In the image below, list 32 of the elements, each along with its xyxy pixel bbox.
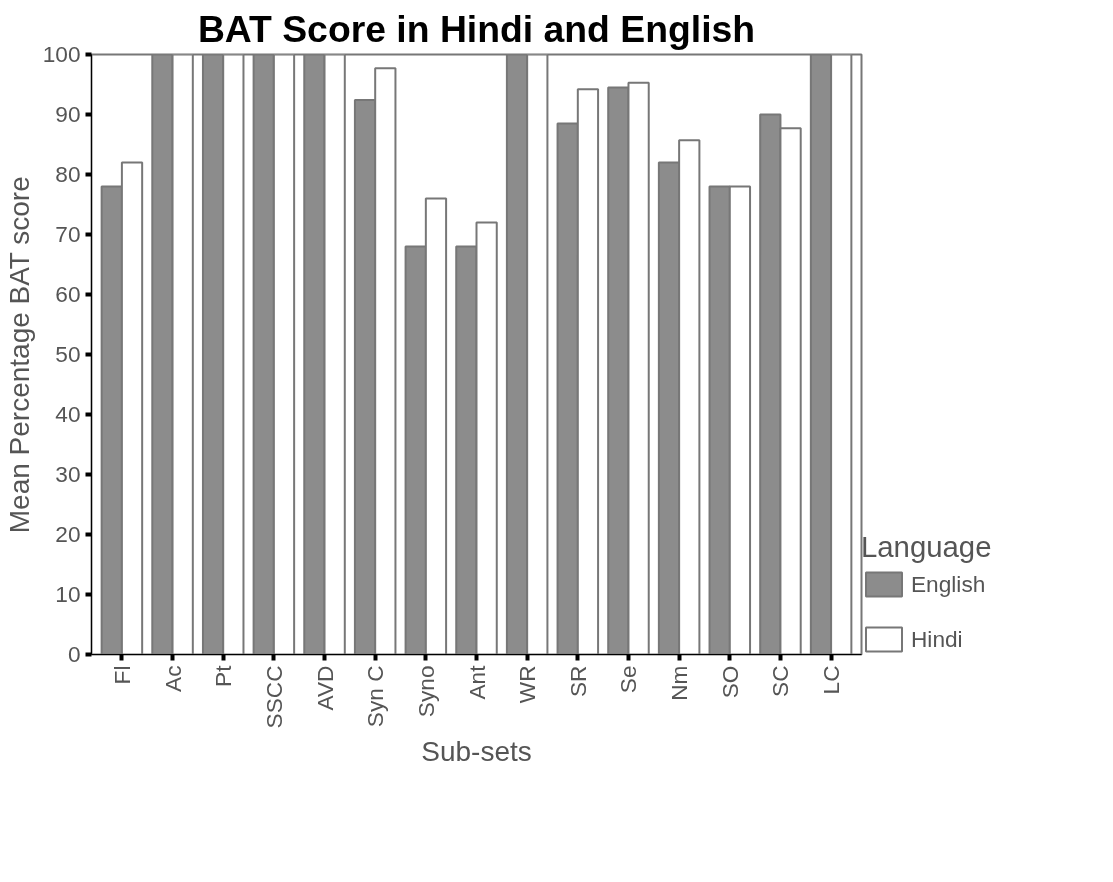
y-tick-label: 30 [55, 461, 81, 487]
x-tick-label: AVD [311, 665, 338, 711]
y-tick-label: 60 [55, 281, 81, 307]
y-tick-label: 90 [55, 101, 81, 127]
x-tick-label: Pt [210, 664, 237, 687]
x-tick-label: Syno [412, 665, 439, 718]
x-tick-label: Ant [463, 664, 490, 700]
x-tick-label: SR [564, 665, 591, 697]
legend-title: Language [861, 530, 992, 564]
x-tick-label: SC [767, 665, 794, 697]
y-tick-label: 0 [67, 641, 81, 667]
x-tick-label: LC [818, 665, 845, 695]
y-tick-label: 50 [55, 341, 81, 367]
y-tick-label: 70 [55, 221, 81, 247]
chart-title: BAT Score in Hindi and English [197, 7, 756, 50]
legend-label: Hindi [911, 625, 963, 653]
y-tick-label: 80 [55, 161, 81, 187]
y-tick-label: 20 [55, 521, 81, 547]
x-tick-label: Syn C [362, 665, 389, 728]
x-tick-label: Nm [666, 665, 693, 701]
y-axis-title: Mean Percentage BAT score [3, 176, 35, 534]
x-tick-label: Se [615, 665, 642, 694]
x-axis-title: Sub-sets [421, 736, 532, 768]
y-tick-label: 40 [55, 401, 81, 427]
y-tick-label: 10 [55, 581, 81, 607]
y-tick-label: 100 [42, 41, 81, 67]
x-tick-label: Ac [159, 665, 186, 692]
x-tick-label: SO [716, 665, 743, 699]
x-tick-label: WR [514, 665, 541, 704]
x-tick-label: SSCC [260, 665, 287, 729]
legend-label: English [911, 570, 986, 598]
x-tick-label: Fl [108, 665, 135, 685]
